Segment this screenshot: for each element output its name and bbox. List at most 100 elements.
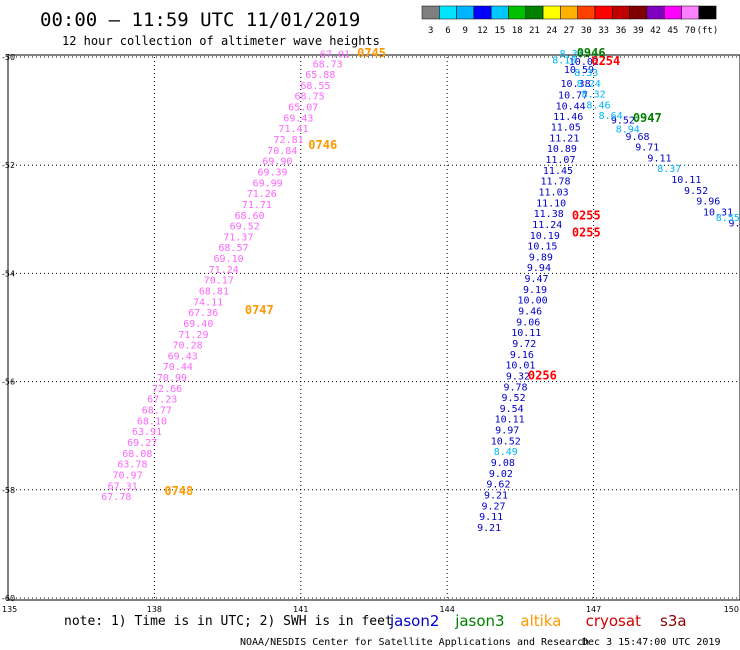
scale-swatch-1	[439, 5, 457, 20]
legend-jason2: jason2	[389, 612, 439, 630]
scale-swatch-9	[577, 5, 596, 20]
swh-value-s3a-16: 69.52	[230, 222, 260, 233]
lat-tick--58: -58	[2, 486, 15, 495]
lat-tick--56: -56	[2, 378, 15, 387]
scale-swatch-14	[663, 5, 682, 20]
scale-label-5: 18	[512, 26, 523, 36]
swh-value-jason2-light-10: 8.49	[494, 447, 518, 458]
swh-value-s3a-27: 70.28	[173, 341, 203, 352]
swh-value-jason2-36: 9.08	[491, 458, 515, 469]
swh-value-s3a-40: 67.31	[108, 481, 138, 492]
swh-value-jason2-light-9: 8.55	[716, 213, 740, 224]
scale-swatch-12	[629, 5, 648, 20]
scale-label-7: 24	[546, 26, 557, 36]
swh-value-jason2-light-6: 8.64	[599, 111, 623, 122]
scale-label-4: 15	[494, 26, 505, 36]
swh-value-jason2-26: 9.72	[512, 339, 536, 350]
swh-value-s3a-23: 74.11	[193, 297, 223, 308]
map-subtitle: 12 hour collection of altimeter wave hei…	[62, 34, 380, 48]
pass-time-label-5: 0947	[633, 111, 662, 125]
swh-value-s3a-14: 71.71	[242, 200, 272, 211]
swh-value-jason2-30: 9.78	[503, 382, 527, 393]
swh-value-s3a-1: 68.73	[313, 59, 343, 70]
pass-time-label-8: 0255	[572, 226, 601, 240]
footer-agency: NOAA/NESDIS Center for Satellite Applica…	[240, 637, 589, 648]
swh-value-s3a-3: 68.55	[300, 81, 330, 92]
scale-label-9: 30	[581, 26, 592, 36]
note-text: note: 1) Time is in UTC; 2) SWH is in fe…	[64, 614, 393, 629]
swh-value-s3a-38: 63.78	[117, 460, 147, 471]
plot-area: -50 -52 -54 -56 -58 -60 135 138 141 144 147 150 67…	[2, 46, 740, 614]
lon-tick-144: 144	[440, 605, 455, 614]
swh-value-jason2-1: 10.59	[564, 65, 594, 76]
swh-value-jason2-6: 11.05	[551, 123, 581, 134]
swh-value-jason2-38: 9.62	[486, 480, 510, 491]
swh-value-jason2-28: 10.01	[505, 361, 535, 372]
swh-value-s3a-7: 71.41	[278, 124, 308, 135]
footer-timestamp: Dec 3 15:47:00 UTC 2019	[582, 637, 720, 648]
pass-time-label-2: 0747	[245, 303, 274, 317]
swh-value-jason2-25: 10.11	[511, 328, 541, 339]
swh-value-jason2-light-0: 8.33	[560, 49, 584, 60]
swh-value-jason2-18: 9.89	[529, 252, 553, 263]
pass-time-label-0: 0745	[357, 46, 386, 60]
swh-value-jason2-39: 9.21	[484, 490, 508, 501]
swh-value-jason2-21: 9.19	[523, 285, 547, 296]
swh-value-jason2-light-4: 8.32	[582, 90, 606, 101]
swh-value-jason2-35: 10.52	[491, 436, 521, 447]
swh-value-jason2-12: 11.03	[539, 187, 569, 198]
swh-value-jason2-3: 10.77	[558, 91, 588, 102]
swh-value-jason2-light-5: 8.46	[586, 100, 610, 111]
lat-tick--60: -60	[2, 594, 15, 603]
swh-value-jason2-light-1: 8.10	[552, 55, 576, 66]
lat-tick--50: -50	[2, 53, 15, 62]
swh-value-jason2-16: 10.19	[530, 231, 560, 242]
scale-label-8: 27	[564, 26, 575, 36]
swh-value-jason2-11: 11.78	[540, 177, 570, 188]
scale-label-14: 45	[667, 26, 678, 36]
swh-value-s3a-36: 69.27	[127, 438, 157, 449]
legend-altika: altika	[520, 612, 561, 630]
swh-value-jason2-8: 10.89	[547, 144, 577, 155]
scale-label-11: 36	[616, 26, 627, 36]
pass-time-label-6: 0254	[591, 54, 620, 68]
swh-value-jason2-34: 9.97	[495, 426, 519, 437]
scale-label-13: 42	[650, 26, 661, 36]
scale-swatch-16	[698, 5, 717, 20]
wave-height-color-scale: 3 6 9 12 15 18 21 24 27 30 33 36 39 42 45 70 (ft)	[421, 5, 719, 36]
scale-swatch-3	[473, 5, 492, 20]
swh-value-jason2-22: 10.00	[518, 296, 548, 307]
lon-tick-141: 141	[293, 605, 308, 614]
swh-value-jason2-51: 9.4	[729, 218, 740, 229]
swh-value-jason2-light-2: 8.33	[574, 68, 598, 79]
swh-value-jason2-15: 11.24	[532, 220, 562, 231]
swh-value-s3a-12: 69.99	[253, 178, 283, 189]
swh-value-s3a-28: 69.43	[168, 351, 198, 362]
swh-value-s3a-18: 68.57	[218, 243, 248, 254]
swh-value-s3a-19: 69.10	[214, 254, 244, 265]
swh-value-s3a-15: 68.60	[235, 211, 265, 222]
scale-label-10: 33	[598, 26, 609, 36]
scale-label-1: 6	[445, 26, 450, 36]
swh-value-jason2-49: 9.96	[696, 197, 720, 208]
swh-value-s3a-20: 71.24	[209, 265, 239, 276]
scale-label-3: 12	[477, 26, 488, 36]
swh-value-s3a-33: 68.77	[142, 406, 172, 417]
swh-value-s3a-26: 71.29	[178, 330, 208, 341]
swh-value-s3a-4: 68.75	[295, 92, 325, 103]
latitude-tick-labels: -50 -52 -54 -56 -58 -60	[2, 53, 15, 603]
map-title: 00:00 – 11:59 UTC 11/01/2019	[40, 9, 360, 31]
swh-value-jason2-2: 10.38	[560, 79, 590, 90]
altimeter-tracks: 67.0168.7365.8868.5568.7565.0769.4371.41…	[101, 49, 740, 534]
swh-value-s3a-6: 69.43	[283, 113, 313, 124]
swh-value-s3a-32: 67.23	[147, 395, 177, 406]
swh-value-s3a-37: 68.08	[122, 449, 152, 460]
swh-value-jason2-42: 9.21	[477, 523, 501, 534]
pass-time-label-9: 0256	[528, 368, 557, 382]
swh-value-s3a-21: 70.17	[204, 276, 234, 287]
legend-cryosat: cryosat	[586, 612, 641, 630]
swh-value-jason2-0: 10.02	[569, 57, 599, 68]
scale-swatch-15	[681, 5, 700, 20]
scale-label-16: (ft)	[697, 26, 719, 36]
scale-label-6: 21	[529, 26, 540, 36]
